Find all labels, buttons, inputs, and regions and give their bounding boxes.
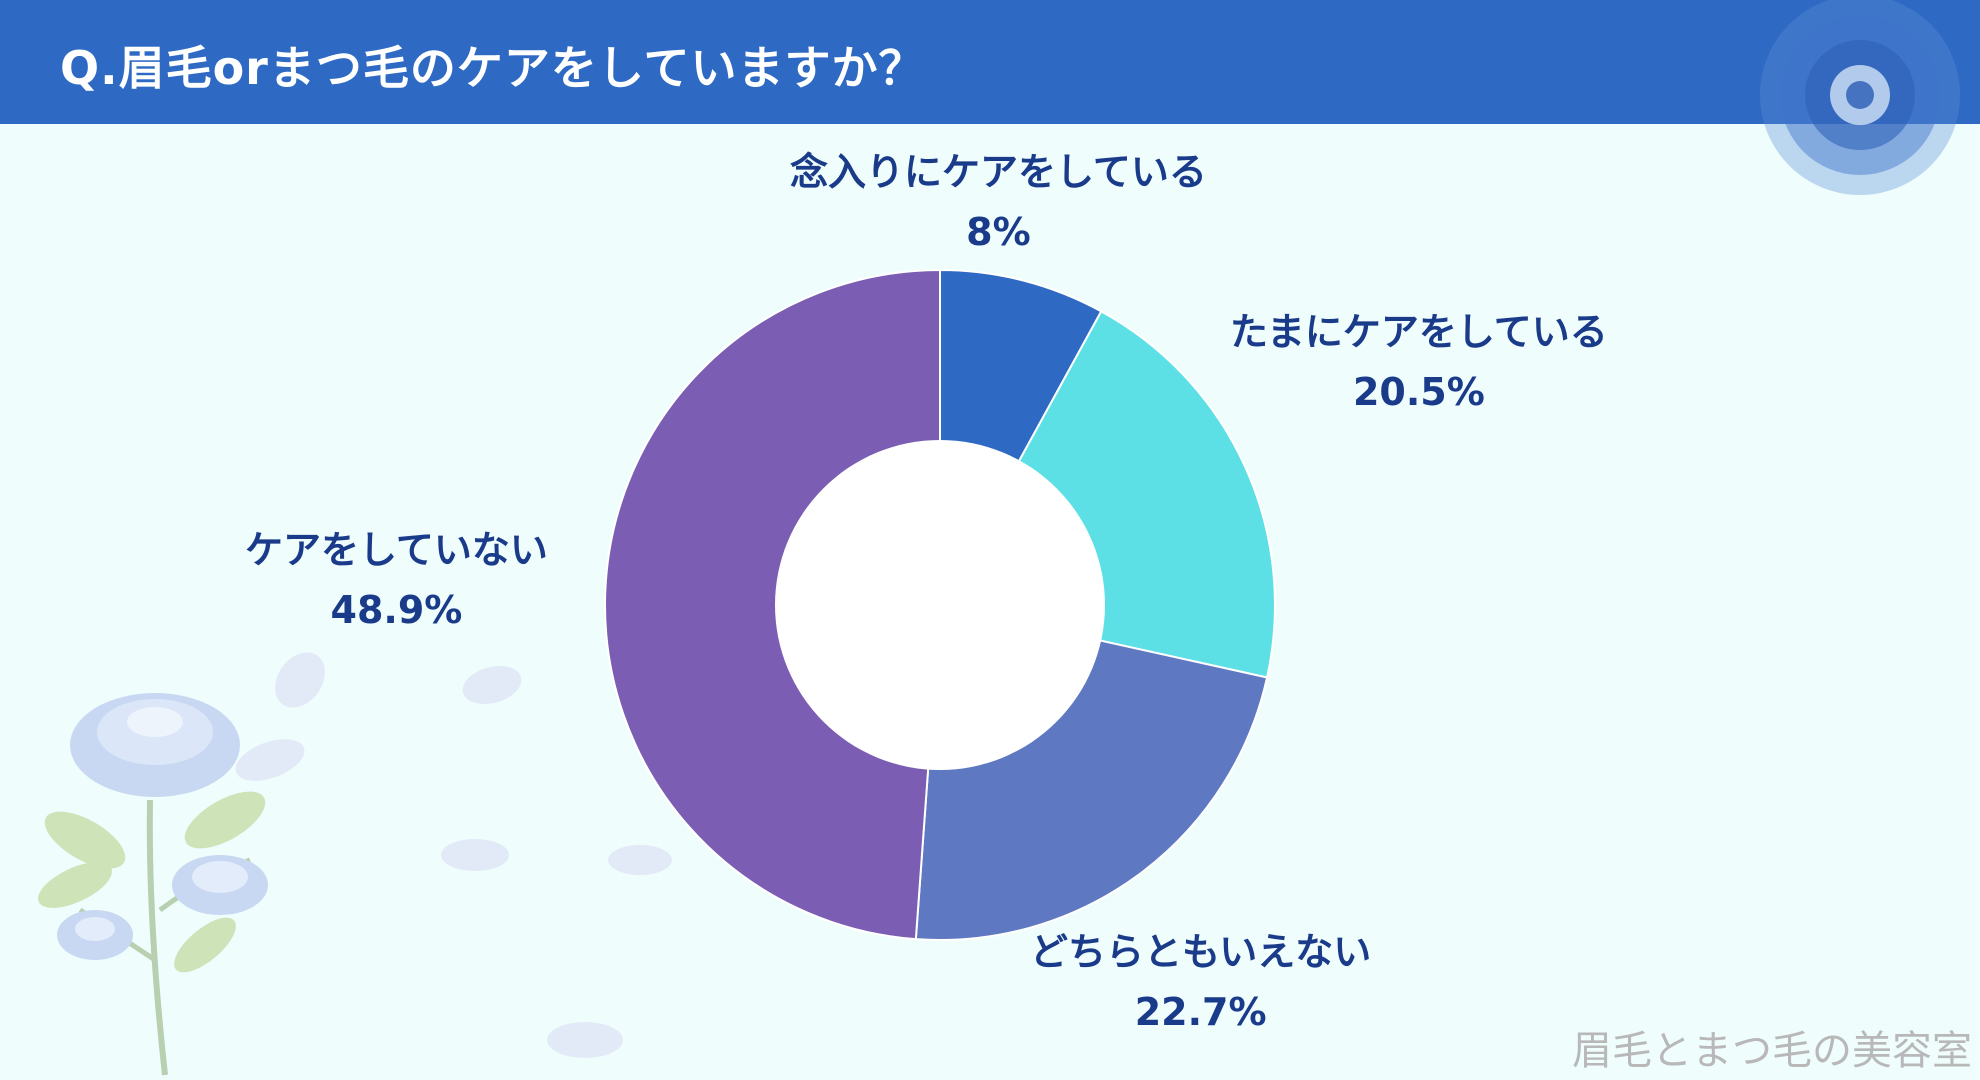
slice-label-2-value: 22.7%	[1134, 990, 1267, 1034]
slice-label-1-value: 20.5%	[1352, 370, 1485, 414]
donut-hole	[775, 440, 1105, 770]
title-bar: Q.眉毛orまつ毛のケアをしていますか？	[0, 0, 1980, 124]
slice-label-1-name: たまにケアをしている	[1230, 310, 1608, 354]
chart-title: Q.眉毛orまつ毛のケアをしていますか？	[60, 41, 926, 95]
watermark: 眉毛とまつ毛の美容室	[1572, 1028, 1972, 1074]
slice-label-3-value: 48.9%	[330, 588, 463, 632]
slice-label-3-name: ケアをしていない	[245, 528, 548, 572]
rose-decoration-icon	[1760, 0, 1960, 195]
flower-decoration-icon	[38, 652, 672, 1076]
donut-slice-3	[604, 268, 941, 941]
slice-label-0: 念入りにケアをしている 8%	[790, 142, 1207, 262]
slice-label-3: ケアをしていない 48.9%	[245, 520, 548, 640]
slice-label-1: たまにケアをしている 20.5%	[1230, 302, 1608, 422]
slice-label-2: どちらともいえない 22.7%	[1030, 922, 1371, 1042]
slice-label-2-name: どちらともいえない	[1030, 930, 1372, 974]
slice-label-0-value: 8%	[966, 210, 1031, 254]
slice-label-0-name: 念入りにケアをしている	[790, 150, 1207, 194]
